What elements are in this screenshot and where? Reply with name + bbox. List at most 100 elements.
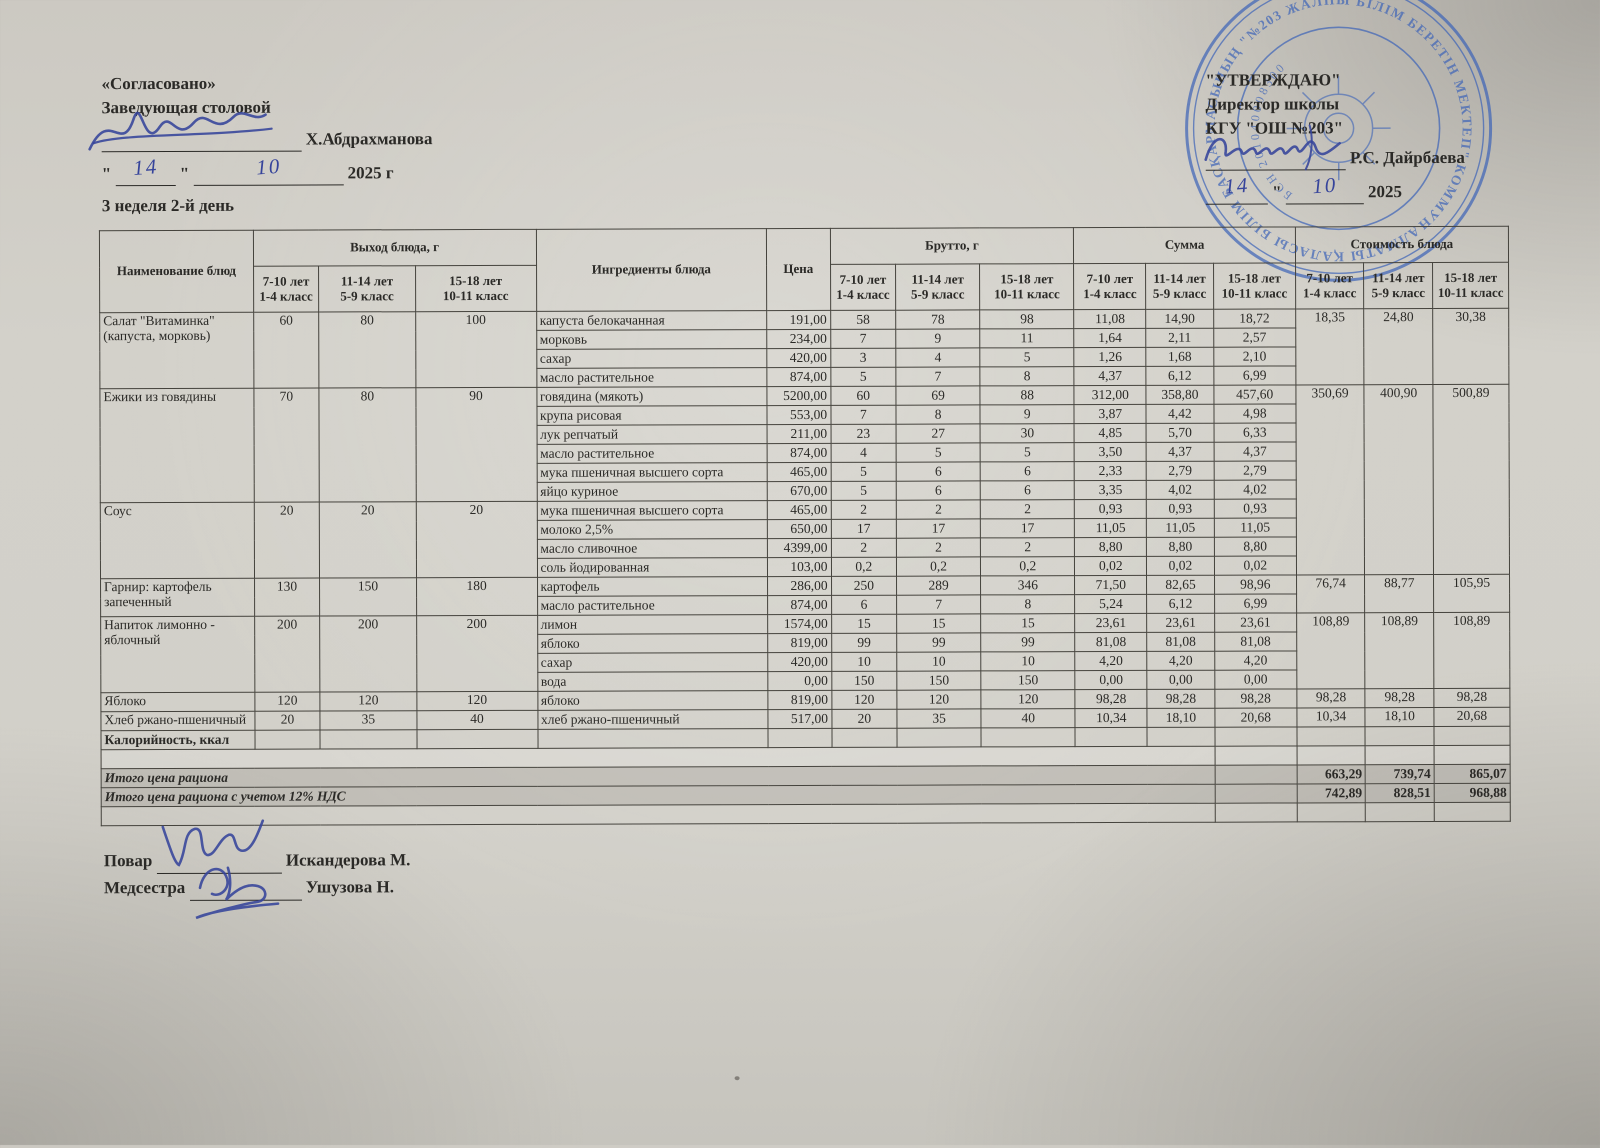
cook-signature-line xyxy=(156,819,282,875)
brutto-cell: 58 xyxy=(830,310,896,330)
age-range-label: 7-10 лет xyxy=(1086,270,1134,287)
sum-cell: 4,20 xyxy=(1075,651,1147,671)
empty-cell xyxy=(1365,726,1435,746)
brutto-cell: 30 xyxy=(980,423,1075,443)
age-range-label: 11-14 лет xyxy=(1372,269,1425,286)
brutto-cell: 150 xyxy=(896,670,982,691)
brutto-cell: 11 xyxy=(979,328,1075,348)
ingredient-cell: мука пшеничная высшего сорта xyxy=(536,500,768,521)
sum-cell: 0,02 xyxy=(1074,556,1147,576)
sum-cell: 2,33 xyxy=(1074,461,1147,481)
dish-cost-cell: 18,35 xyxy=(1295,308,1365,385)
sum-cell: 81,08 xyxy=(1075,632,1147,652)
brutto-cell: 2 xyxy=(830,538,897,558)
dish-cost-cell: 10,34 xyxy=(1296,707,1366,727)
price-cell: 874,00 xyxy=(767,443,831,463)
output-weight-cell: 40 xyxy=(416,710,538,730)
dish-name-cell: Ежики из говядины xyxy=(99,388,254,503)
price-cell: 420,00 xyxy=(767,652,832,672)
brutto-cell: 346 xyxy=(980,575,1076,595)
brutto-cell: 250 xyxy=(831,576,897,596)
output-weight-cell: 120 xyxy=(320,691,417,712)
dish-cost-cell: 30,38 xyxy=(1432,308,1509,385)
dish-name-cell: Соус xyxy=(100,502,255,579)
sum-cell: 0,02 xyxy=(1214,555,1297,576)
age-group-header: 7-10 лет 1-4 класс xyxy=(1073,263,1146,310)
sum-cell: 11,05 xyxy=(1214,517,1297,538)
empty-cell xyxy=(254,730,321,750)
col-header-dish-name: Наименование блюд xyxy=(99,230,254,313)
sum-cell: 10,34 xyxy=(1075,708,1148,728)
brutto-cell: 5 xyxy=(896,442,981,463)
header-group-row: Наименование блюд Выход блюда, г Ингредиен… xyxy=(99,226,1509,313)
brutto-cell: 9 xyxy=(895,328,980,349)
class-range-label: 10-11 класс xyxy=(994,285,1060,301)
age-group-header: 11-14 лет 5-9 класс xyxy=(1145,263,1214,310)
brutto-cell: 15 xyxy=(896,613,981,634)
output-weight-cell: 120 xyxy=(416,691,538,711)
agree-month-handwritten: 10 xyxy=(255,153,282,180)
price-cell: 553,00 xyxy=(767,405,831,425)
ingredient-cell: крупа рисовая xyxy=(536,405,768,426)
age-group-header: 11-14 лет 5-9 класс xyxy=(895,263,980,311)
age-group-header: 7-10 лет 1-4 класс xyxy=(1295,262,1365,309)
empty-cell xyxy=(320,729,417,750)
age-group-header: 7-10 лет 1-4 класс xyxy=(830,264,896,311)
col-group-sum: Сумма xyxy=(1073,226,1296,264)
sum-cell: 4,37 xyxy=(1213,441,1296,462)
sum-cell: 1,26 xyxy=(1074,347,1147,367)
approve-signature-line xyxy=(1204,124,1346,171)
brutto-cell: 0,2 xyxy=(980,556,1075,576)
class-range-label: 5-9 класс xyxy=(911,285,965,302)
price-cell: 5200,00 xyxy=(766,386,831,406)
approve-signature-icon xyxy=(1204,124,1341,171)
brutto-cell: 0,2 xyxy=(831,557,897,577)
price-cell: 874,00 xyxy=(767,595,832,615)
sum-cell: 8,80 xyxy=(1214,536,1297,557)
dish-cost-cell: 400,90 xyxy=(1364,384,1434,575)
price-cell: 465,00 xyxy=(767,500,831,520)
dish-cost-cell: 350,69 xyxy=(1295,384,1365,575)
sum-cell: 71,50 xyxy=(1074,575,1147,595)
ingredient-cell: яблоко xyxy=(537,633,768,654)
empty-cell xyxy=(1297,802,1366,822)
sum-cell: 0,93 xyxy=(1214,498,1297,519)
brutto-cell: 15 xyxy=(831,614,897,634)
dish-name-cell: Гарнир: картофель запеченный xyxy=(100,578,255,617)
sum-cell: 98,28 xyxy=(1214,688,1297,709)
sum-cell: 4,20 xyxy=(1146,651,1215,671)
empty-cell xyxy=(1147,727,1215,747)
stamp-emblem-icon xyxy=(1286,76,1391,181)
empty-cell xyxy=(1434,726,1511,746)
sum-cell: 4,02 xyxy=(1213,479,1297,500)
brutto-cell: 7 xyxy=(830,405,897,425)
agree-year: 2025 г xyxy=(347,163,394,183)
dish-name-line: Гарнир: картофель xyxy=(104,578,212,595)
sum-cell: 11,08 xyxy=(1074,309,1146,329)
empty-cell xyxy=(1434,802,1511,822)
dish-cost-cell: 98,28 xyxy=(1296,688,1366,708)
brutto-cell: 99 xyxy=(980,632,1076,652)
brutto-cell: 99 xyxy=(896,632,981,653)
brutto-cell: 2 xyxy=(896,537,981,558)
brutto-cell: 10 xyxy=(831,652,897,672)
sum-cell: 5,24 xyxy=(1075,594,1147,614)
sum-cell: 5,70 xyxy=(1146,423,1214,443)
output-weight-cell: 20 xyxy=(415,501,538,578)
agree-day-line: 14 xyxy=(115,154,176,187)
brutto-cell: 6 xyxy=(980,461,1075,481)
sum-cell: 11,05 xyxy=(1074,518,1147,538)
price-cell: 234,00 xyxy=(766,329,831,349)
sum-cell: 11,05 xyxy=(1146,518,1215,538)
sum-cell: 8,80 xyxy=(1146,537,1215,557)
sum-cell: 3,50 xyxy=(1074,442,1147,462)
class-range-label: 10-11 класс xyxy=(442,287,509,303)
price-cell: 103,00 xyxy=(767,557,832,577)
ingredient-cell: яйцо куриное xyxy=(536,481,768,502)
empty-cell xyxy=(416,729,538,749)
dish-name-line: Соус xyxy=(103,503,132,519)
agree-month-line: 10 xyxy=(193,154,344,186)
ingredient-cell: лимон xyxy=(537,614,768,635)
class-range-label: 5-9 класс xyxy=(340,287,394,303)
